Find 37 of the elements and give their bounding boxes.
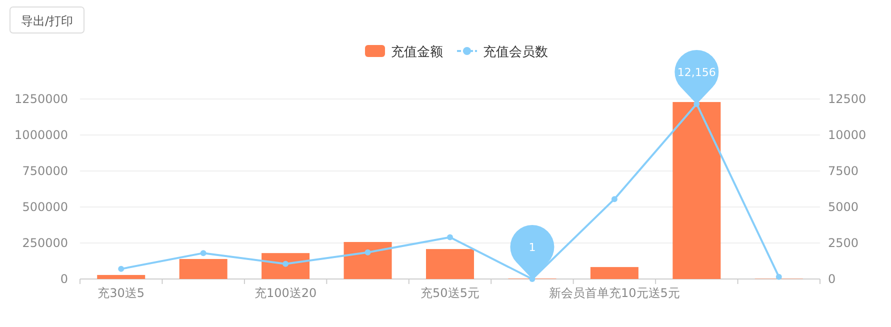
point [611, 196, 618, 202]
x-tick-label: 充100送20 [254, 286, 317, 300]
legend-label: 充值会员数 [483, 45, 548, 60]
bar [590, 267, 638, 279]
bar [672, 102, 721, 279]
bar [97, 274, 146, 279]
data-label: 1 [528, 241, 536, 254]
y2-tick-label: 2500 [828, 236, 859, 250]
legend-label: 充值金额 [391, 45, 443, 60]
x-tick-label: 充50送5元 [420, 286, 480, 300]
x-tick-label: 新会员首单充10元送5元 [548, 286, 680, 300]
bar [344, 242, 392, 279]
y-tick-label: 500000 [22, 200, 68, 214]
bar [179, 258, 228, 279]
y-tick-label: 1000000 [14, 128, 68, 142]
bar [262, 253, 310, 279]
y2-tick-label: 5000 [828, 200, 859, 214]
point [776, 274, 782, 280]
bar [426, 249, 474, 279]
y2-tick-label: 12500 [828, 92, 866, 106]
y2-tick-label: 0 [828, 272, 836, 286]
x-tick-label: 充30送5 [98, 286, 145, 300]
point [364, 249, 371, 256]
data-label: 12,156 [677, 66, 716, 80]
button: 导出/打印 [10, 6, 84, 34]
point [118, 266, 124, 272]
point [447, 234, 453, 240]
point [282, 260, 289, 267]
point [200, 250, 206, 256]
y2-tick-label: 10000 [828, 128, 866, 142]
y-tick-label: 0 [60, 272, 68, 286]
y2-tick-label: 7500 [828, 164, 859, 178]
label-pin: 1 [510, 225, 554, 279]
y-tick-label: 250000 [22, 236, 68, 250]
y-tick-label: 1250000 [14, 92, 68, 106]
y-tick-label: 750000 [22, 164, 68, 178]
label-pin: 12,156 [674, 50, 719, 104]
